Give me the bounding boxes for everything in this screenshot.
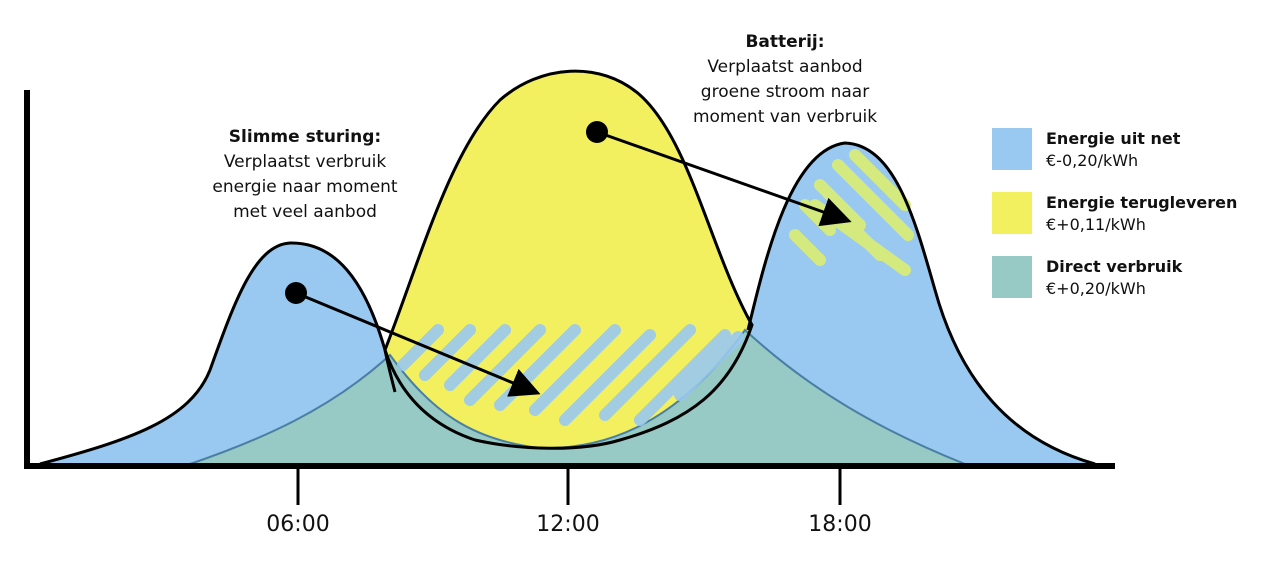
smart-control-annotation: Slimme sturing: Verplaatst verbruik ener… xyxy=(205,125,405,225)
grid-energy-outline-evening xyxy=(746,141,1096,466)
battery-line-1: Verplaatst aanbod xyxy=(707,57,863,77)
feed-in-energy-outline xyxy=(383,69,754,450)
legend-swatch-grid-energy xyxy=(992,128,1032,170)
battery-line-3: moment van verbruik xyxy=(692,107,878,127)
smart-control-arrow xyxy=(295,291,541,397)
legend-item-grid-energy: Energie uit net €-0,20/kWh xyxy=(992,128,1237,172)
battery-line-2: groene stroom naar xyxy=(700,82,870,102)
x-tick-label-1800: 18:00 xyxy=(808,512,872,537)
legend-name-grid-energy: Energie uit net xyxy=(1046,129,1181,148)
legend-price-feed-in: €+0,11/kWh xyxy=(1046,215,1146,234)
legend-swatch-direct-consumption xyxy=(992,256,1032,298)
legend-swatch-feed-in xyxy=(992,192,1032,234)
smart-control-title: Slimme sturing: xyxy=(228,127,382,147)
legend-item-feed-in: Energie terugleveren €+0,11/kWh xyxy=(992,192,1237,236)
legend-price-grid-energy: €-0,20/kWh xyxy=(1046,151,1139,170)
battery-annotation: Batterij: Verplaatst aanbod groene stroo… xyxy=(670,30,900,130)
legend: Energie uit net €-0,20/kWh Energie terug… xyxy=(992,128,1237,320)
smart-control-line-3: met veel aanbod xyxy=(233,202,377,222)
legend-price-direct-consumption: €+0,20/kWh xyxy=(1046,279,1146,298)
x-tick-label-0600: 06:00 xyxy=(266,512,330,537)
legend-item-direct-consumption: Direct verbruik €+0,20/kWh xyxy=(992,256,1237,300)
smart-control-line-2: energie naar moment xyxy=(212,177,398,197)
legend-name-feed-in: Energie terugleveren xyxy=(1046,193,1238,212)
battery-title: Batterij: xyxy=(745,32,825,52)
legend-name-direct-consumption: Direct verbruik xyxy=(1046,257,1183,276)
smart-control-line-1: Verplaatst verbruik xyxy=(223,152,387,172)
x-tick-label-1200: 12:00 xyxy=(536,512,600,537)
battery-arrow xyxy=(596,130,852,227)
